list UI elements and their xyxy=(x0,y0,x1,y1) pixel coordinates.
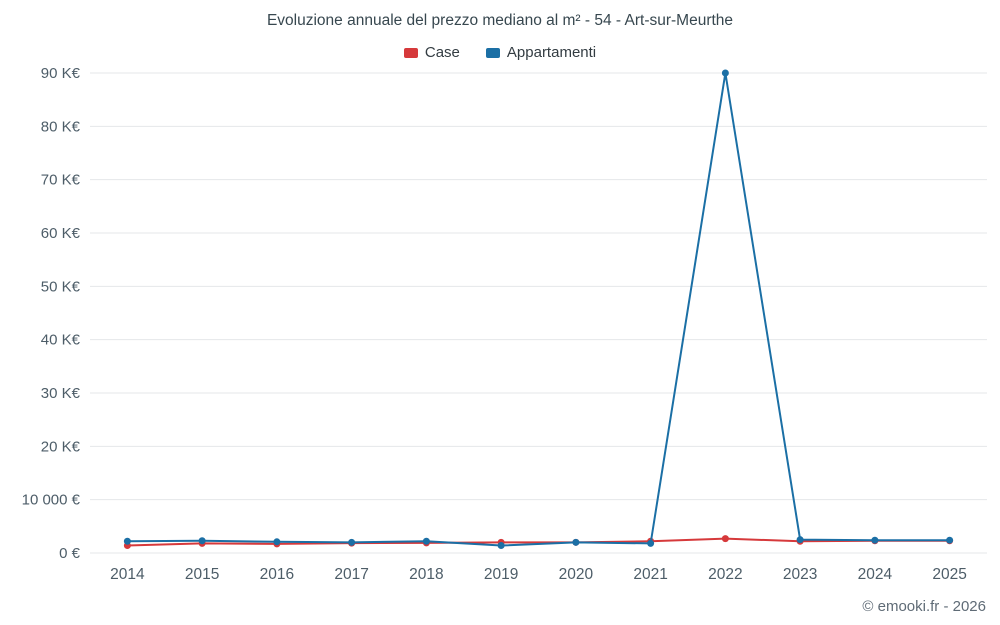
data-point-appartamenti-2019 xyxy=(497,542,505,550)
y-tick-label: 0 € xyxy=(59,545,81,562)
data-point-case-2022 xyxy=(721,535,729,543)
x-tick-label: 2018 xyxy=(409,566,443,583)
data-point-appartamenti-2023 xyxy=(796,536,804,544)
x-tick-label: 2021 xyxy=(633,566,667,583)
y-tick-label: 40 K€ xyxy=(41,332,81,349)
data-point-appartamenti-2020 xyxy=(572,538,580,546)
x-tick-label: 2015 xyxy=(185,566,219,583)
series-line-case xyxy=(126,537,951,547)
series-line-appartamenti xyxy=(126,72,951,547)
y-tick-label: 20 K€ xyxy=(41,438,81,455)
x-tick-label: 2014 xyxy=(110,566,145,583)
data-point-appartamenti-2015 xyxy=(198,537,206,545)
x-tick-label: 2020 xyxy=(559,566,594,583)
x-tick-label: 2019 xyxy=(484,566,518,583)
x-tick-label: 2023 xyxy=(783,566,817,583)
legend-label-case: Case xyxy=(424,44,460,61)
data-point-appartamenti-2014 xyxy=(123,537,131,545)
x-tick-label: 2024 xyxy=(858,566,893,583)
y-tick-label: 90 K€ xyxy=(41,65,81,82)
footer-credit: © emooki.fr - 2026 xyxy=(862,598,986,615)
y-tick-label: 60 K€ xyxy=(41,225,81,242)
data-point-appartamenti-2022 xyxy=(721,69,729,77)
data-point-appartamenti-2018 xyxy=(422,537,430,545)
y-tick-label: 50 K€ xyxy=(41,278,81,295)
y-tick-label: 10 000 € xyxy=(22,492,81,509)
y-tick-label: 80 K€ xyxy=(41,118,81,135)
chart-title: Evoluzione annuale del prezzo mediano al… xyxy=(266,12,734,29)
y-tick-label: 30 K€ xyxy=(41,385,81,402)
x-tick-label: 2016 xyxy=(260,566,294,583)
x-tick-label: 2017 xyxy=(334,566,368,583)
data-point-appartamenti-2016 xyxy=(273,538,281,546)
data-point-appartamenti-2024 xyxy=(871,536,879,544)
x-tick-label: 2025 xyxy=(932,566,966,583)
data-point-appartamenti-2021 xyxy=(647,539,655,547)
data-point-appartamenti-2025 xyxy=(946,536,954,544)
legend-label-appartamenti: Appartamenti xyxy=(506,44,597,61)
legend-swatch-case xyxy=(403,47,418,58)
y-tick-label: 70 K€ xyxy=(41,172,81,189)
x-tick-label: 2022 xyxy=(708,566,742,583)
legend-item-appartamenti[interactable]: Appartamenti xyxy=(485,44,597,61)
legend-swatch-appartamenti xyxy=(485,47,500,58)
data-point-appartamenti-2017 xyxy=(348,538,356,546)
legend-item-case[interactable]: Case xyxy=(403,44,460,61)
chart-legend: Case Appartamenti xyxy=(0,44,1000,61)
